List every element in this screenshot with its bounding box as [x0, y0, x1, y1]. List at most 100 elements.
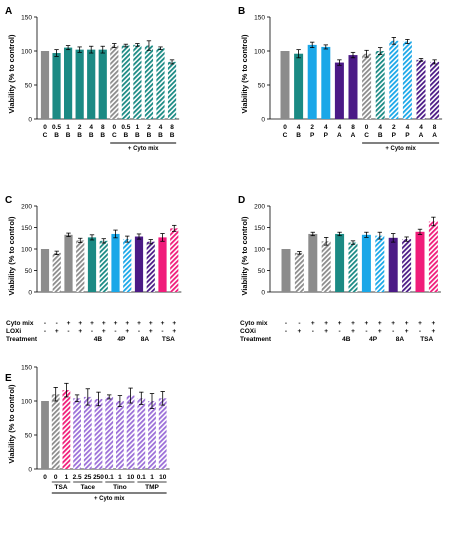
group-label: + Cyto mix	[128, 146, 159, 152]
y-axis-label: Viability (% to control)	[7, 216, 16, 296]
panel-letter: D	[238, 195, 245, 206]
x-tick-label: 0	[54, 474, 58, 481]
x-tick-label: +	[125, 328, 129, 335]
x-tick-label: B	[123, 132, 128, 139]
x-tick-label: -	[285, 320, 287, 327]
x-tick-label: -	[298, 320, 300, 327]
x-tick-label: +	[324, 328, 328, 335]
bar	[105, 396, 114, 469]
x-tick-label: +	[78, 328, 82, 335]
sub-group-label: Tino	[113, 484, 127, 491]
panel-letter: E	[5, 373, 12, 384]
bar	[144, 45, 154, 120]
bar	[362, 53, 372, 119]
x-tick-label: 0.1	[137, 474, 146, 481]
x-tick-label: P	[324, 132, 329, 139]
x-tick-label: -	[67, 328, 69, 335]
x-tick-label: B	[54, 132, 59, 139]
treatment-label: 4B	[94, 336, 103, 343]
x-tick-label: -	[44, 320, 46, 327]
sub-group-label: TSA	[55, 484, 68, 491]
x-tick-label: +	[405, 320, 409, 327]
y-tick-label: 50	[258, 268, 266, 275]
x-tick-label: 10	[127, 474, 135, 481]
treatment-label: 8A	[141, 336, 150, 343]
y-axis-label: Viability (% to control)	[240, 34, 249, 114]
y-tick-label: 200	[254, 203, 265, 210]
bar	[146, 241, 155, 292]
bar	[40, 51, 50, 119]
x-tick-label: B	[66, 132, 71, 139]
bar	[402, 239, 412, 292]
x-tick-label: +	[432, 328, 436, 335]
x-tick-label: +	[378, 328, 382, 335]
bar	[83, 396, 92, 469]
x-tick-label: +	[137, 320, 141, 327]
bar	[375, 51, 385, 119]
x-tick-label: -	[419, 328, 421, 335]
x-tick-label: C	[43, 132, 48, 139]
bar	[170, 228, 179, 292]
y-tick-label: 150	[254, 14, 265, 21]
bar	[52, 53, 61, 119]
y-tick-label: 50	[25, 268, 33, 275]
y-tick-label: 150	[254, 225, 265, 232]
bar	[281, 249, 291, 292]
x-tick-label: B	[77, 132, 82, 139]
x-tick-label: -	[285, 328, 287, 335]
y-tick-label: 100	[21, 246, 32, 253]
y-tick-label: 150	[21, 14, 32, 21]
x-tick-label: 1	[65, 474, 69, 481]
x-tick-label: A	[337, 132, 342, 139]
y-tick-label: 50	[258, 82, 266, 89]
x-tick-label: +	[125, 320, 129, 327]
row-label: Treatment	[6, 336, 38, 343]
x-tick-label: -	[114, 328, 116, 335]
bar	[99, 240, 108, 292]
x-tick-label: 2	[147, 124, 151, 131]
group-label: + Cyto mix	[94, 496, 125, 502]
x-tick-label: B	[100, 132, 105, 139]
bar	[307, 44, 317, 119]
x-tick-label: 0	[365, 124, 369, 131]
x-tick-label: 4	[297, 124, 301, 131]
x-tick-label: B	[296, 132, 301, 139]
x-tick-label: +	[391, 320, 395, 327]
x-tick-label: +	[67, 320, 71, 327]
x-tick-label: +	[324, 320, 328, 327]
y-tick-label: 0	[28, 466, 32, 473]
bar	[361, 234, 371, 292]
x-tick-label: A	[432, 132, 437, 139]
bar	[348, 242, 358, 292]
x-tick-label: B	[378, 132, 383, 139]
row-label: Treatment	[240, 336, 272, 343]
bar	[41, 401, 49, 469]
x-tick-label: B	[158, 132, 163, 139]
bar	[428, 221, 438, 292]
x-tick-label: +	[172, 320, 176, 327]
x-tick-label: 10	[159, 474, 167, 481]
bar	[111, 233, 120, 292]
x-tick-label: 2	[392, 124, 396, 131]
x-tick-label: -	[56, 320, 58, 327]
x-tick-label: 8	[170, 124, 174, 131]
y-tick-label: 150	[21, 225, 32, 232]
x-tick-label: -	[44, 328, 46, 335]
x-tick-label: -	[161, 328, 163, 335]
panel-letter: B	[238, 6, 245, 17]
x-tick-label: +	[78, 320, 82, 327]
x-tick-label: +	[298, 328, 302, 335]
x-tick-label: +	[114, 320, 118, 327]
bar	[40, 249, 50, 292]
x-tick-label: 0	[43, 474, 47, 481]
x-tick-label: 4	[338, 124, 342, 131]
x-tick-label: 0.1	[105, 474, 114, 481]
treatment-label: 4P	[117, 336, 126, 343]
y-axis-label: Viability (% to control)	[7, 384, 16, 464]
x-tick-label: 1	[136, 124, 140, 131]
bar	[375, 235, 385, 292]
bar	[64, 47, 73, 119]
